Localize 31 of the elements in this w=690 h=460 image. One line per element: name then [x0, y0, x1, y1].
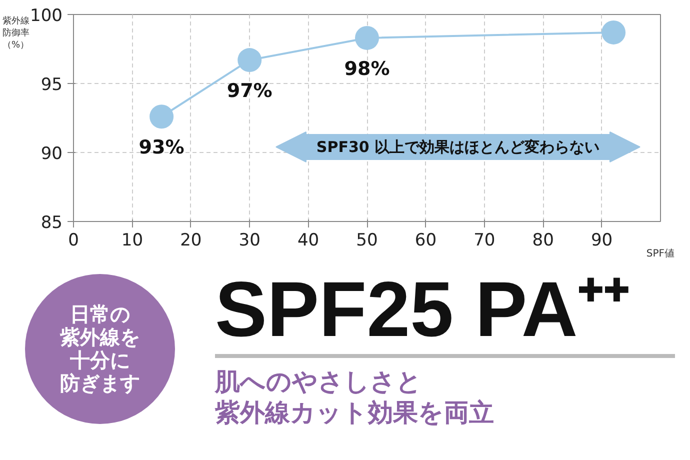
- y-tick-label: 85: [40, 213, 63, 233]
- x-tick-label: 20: [180, 230, 202, 250]
- text: 日常の: [70, 302, 130, 326]
- y-tick-label: 95: [40, 75, 63, 95]
- y-tick-label: 100: [30, 6, 63, 26]
- data-label: 98%: [344, 58, 390, 80]
- x-axis-title: SPF値: [646, 248, 675, 260]
- annotation: SPF30 以上で効果はほとんど変わらない: [316, 138, 600, 156]
- text: 紫外線を: [60, 325, 140, 349]
- x-tick-label: 90: [590, 230, 613, 250]
- data-label: 97%: [226, 80, 272, 102]
- x-tick-label: 60: [414, 230, 437, 250]
- x-tick-label: 80: [532, 230, 554, 250]
- x-tick-label: 30: [238, 230, 260, 250]
- point: [602, 20, 626, 44]
- text: 十分に: [70, 348, 130, 372]
- point: [238, 48, 262, 72]
- point: [355, 26, 379, 50]
- text: 防ぎます: [60, 371, 140, 395]
- x-tick-label: 10: [121, 230, 144, 250]
- text: SPF25 PA⁺⁺: [215, 265, 631, 353]
- point: [150, 104, 174, 129]
- x-tick-label: 0: [68, 230, 79, 250]
- x-tick-label: 70: [474, 230, 496, 250]
- y-axis-title: 紫外線防御率（%）: [2, 16, 30, 50]
- x-tick-label: 40: [297, 230, 320, 250]
- text: 紫外線カット効果を両立: [215, 398, 494, 428]
- x-tick-label: 50: [356, 230, 378, 250]
- text: 肌へのやさしさと: [215, 367, 422, 396]
- data-label: 93%: [138, 136, 184, 159]
- y-tick-label: 90: [40, 144, 63, 164]
